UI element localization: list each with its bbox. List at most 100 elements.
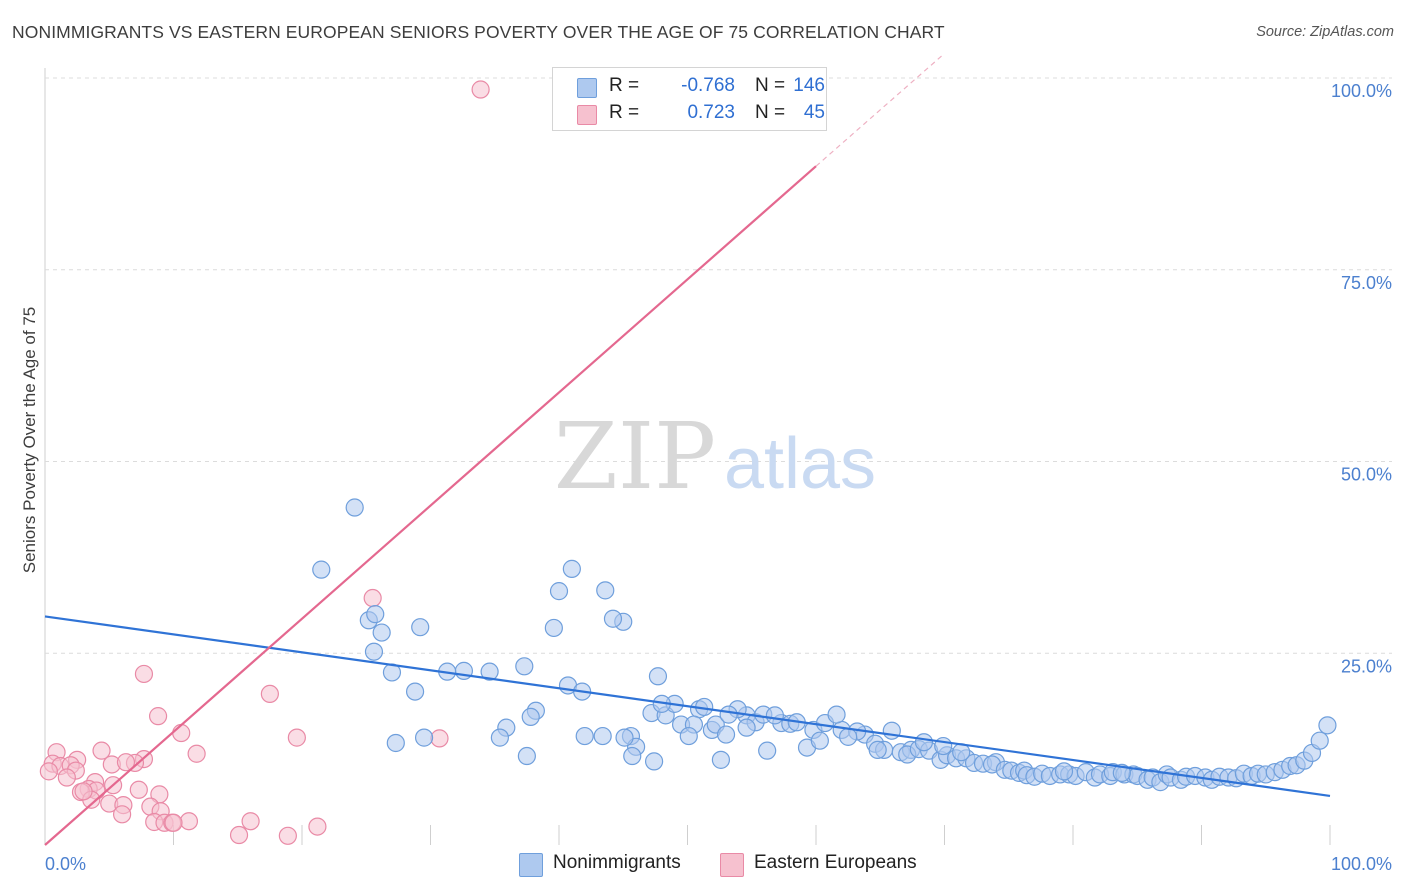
r-label: R = (609, 102, 640, 123)
watermark-atlas: atlas (724, 424, 876, 504)
nonimmigrants-point (596, 581, 615, 600)
watermark: ZIP atlas (554, 403, 876, 510)
x-tick-label: 100.0% (1331, 854, 1392, 874)
nonimmigrants-point (868, 740, 887, 759)
eastern-europeans-point (471, 80, 490, 99)
legend-swatch-pink (577, 105, 597, 125)
legend-label: Eastern Europeans (754, 852, 917, 873)
eastern-europeans-point (134, 664, 154, 684)
nonimmigrants-point (562, 559, 581, 578)
nonimmigrants-point (679, 726, 698, 746)
nonimmigrants-point (1310, 731, 1329, 750)
nonimmigrants-point (644, 752, 664, 771)
r-value: 0.723 (687, 102, 735, 123)
legend-swatch-pink (720, 853, 744, 877)
nonimmigrants-point (758, 741, 777, 760)
nonimmigrants-point (765, 706, 784, 725)
eastern-europeans-point (116, 753, 136, 772)
nonimmigrants-point (515, 657, 534, 676)
y-tick-label: 25.0% (1341, 656, 1392, 676)
nonimmigrants-point (716, 725, 736, 744)
nonimmigrants-trend-line (44, 615, 1331, 798)
nonimmigrants-point (480, 662, 499, 681)
eastern-europeans-point (39, 762, 58, 781)
nonimmigrants-point (345, 498, 364, 517)
nonimmigrants-point (737, 718, 756, 737)
eastern-europeans-point (92, 741, 111, 760)
nonimmigrants-point (615, 728, 634, 747)
eastern-europeans-point (172, 723, 191, 743)
eastern-europeans-point (241, 812, 260, 831)
eastern-europeans-point (179, 812, 199, 831)
nonimmigrants-point (364, 642, 384, 661)
source-label: Source: ZipAtlas.com (1256, 24, 1394, 40)
nonimmigrants-point (593, 726, 612, 746)
nonimmigrants-point (521, 707, 540, 727)
n-label: N = (755, 102, 786, 123)
nonimmigrants-point (1318, 716, 1337, 735)
eastern-europeans-point (129, 780, 148, 799)
r-value: -0.768 (681, 75, 735, 96)
y-tick-label: 100.0% (1331, 81, 1392, 101)
eastern-europeans-point (74, 782, 93, 801)
eastern-europeans-point (112, 805, 132, 824)
nonimmigrants-point (882, 721, 901, 740)
x-tick-label: 0.0% (45, 854, 86, 874)
tick-labels: 25.0% 50.0% 75.0% 100.0% 0.0% 100.0% (45, 81, 1392, 874)
eastern-europeans-point (430, 729, 449, 748)
nonimmigrants-point (490, 728, 509, 747)
trend-lines (44, 53, 1331, 846)
nonimmigrants-point (549, 582, 569, 601)
eastern-europeans-point (187, 744, 206, 763)
nonimmigrants-point (1112, 763, 1131, 783)
n-value: 146 (793, 75, 825, 96)
eastern-europeans-point (278, 826, 297, 845)
nonimmigrants-point (575, 726, 594, 746)
nonimmigrants-point (648, 667, 668, 686)
nonimmigrants-point (517, 746, 536, 766)
eastern-europeans-point (287, 728, 306, 747)
nonimmigrants-point (544, 618, 563, 638)
nonimmigrants-point (312, 560, 331, 579)
nonimmigrants-point (839, 727, 858, 746)
nonimmigrants-point (623, 746, 642, 766)
nonimmigrants-point (1054, 762, 1074, 781)
nonimmigrants-point (914, 733, 934, 752)
eastern-europeans-point (308, 817, 327, 836)
eastern-europeans-point (260, 684, 279, 704)
eastern-europeans-trend-extension (815, 53, 945, 167)
n-value: 45 (803, 102, 825, 123)
r-label: R = (609, 75, 640, 96)
correlation-legend: R = -0.768 N = 146 R = 0.723 N = 45 (552, 67, 827, 131)
nonimmigrants-points (312, 498, 1337, 792)
legend-swatch-blue (577, 78, 597, 98)
nonimmigrants-point (411, 618, 430, 637)
nonimmigrants-point (810, 731, 829, 750)
eastern-europeans-point (164, 813, 183, 832)
nonimmigrants-point (414, 728, 434, 747)
chart-title: NONIMMIGRANTS VS EASTERN EUROPEAN SENIOR… (12, 22, 945, 42)
eastern-europeans-points (39, 80, 490, 845)
eastern-europeans-trend-line (44, 165, 817, 846)
nonimmigrants-point (719, 705, 738, 724)
nonimmigrants-point (405, 682, 425, 701)
legend-swatch-blue (519, 853, 543, 877)
y-tick-label: 50.0% (1341, 465, 1392, 485)
x-axis-ticks (44, 825, 1331, 845)
nonimmigrants-point (372, 623, 391, 642)
eastern-europeans-point (57, 768, 76, 787)
nonimmigrants-point (386, 733, 405, 753)
y-tick-label: 75.0% (1341, 273, 1392, 293)
nonimmigrants-point (603, 609, 623, 628)
y-axis-label: Seniors Poverty Over the Age of 75 (20, 306, 39, 574)
nonimmigrants-point (711, 750, 731, 769)
legend-label: Nonimmigrants (553, 852, 681, 873)
nonimmigrants-point (827, 705, 846, 724)
watermark-zip: ZIP (554, 403, 716, 510)
n-label: N = (755, 75, 786, 96)
nonimmigrants-point (366, 605, 385, 624)
eastern-europeans-point (363, 588, 382, 608)
eastern-europeans-point (148, 707, 168, 726)
eastern-europeans-point (229, 825, 249, 845)
